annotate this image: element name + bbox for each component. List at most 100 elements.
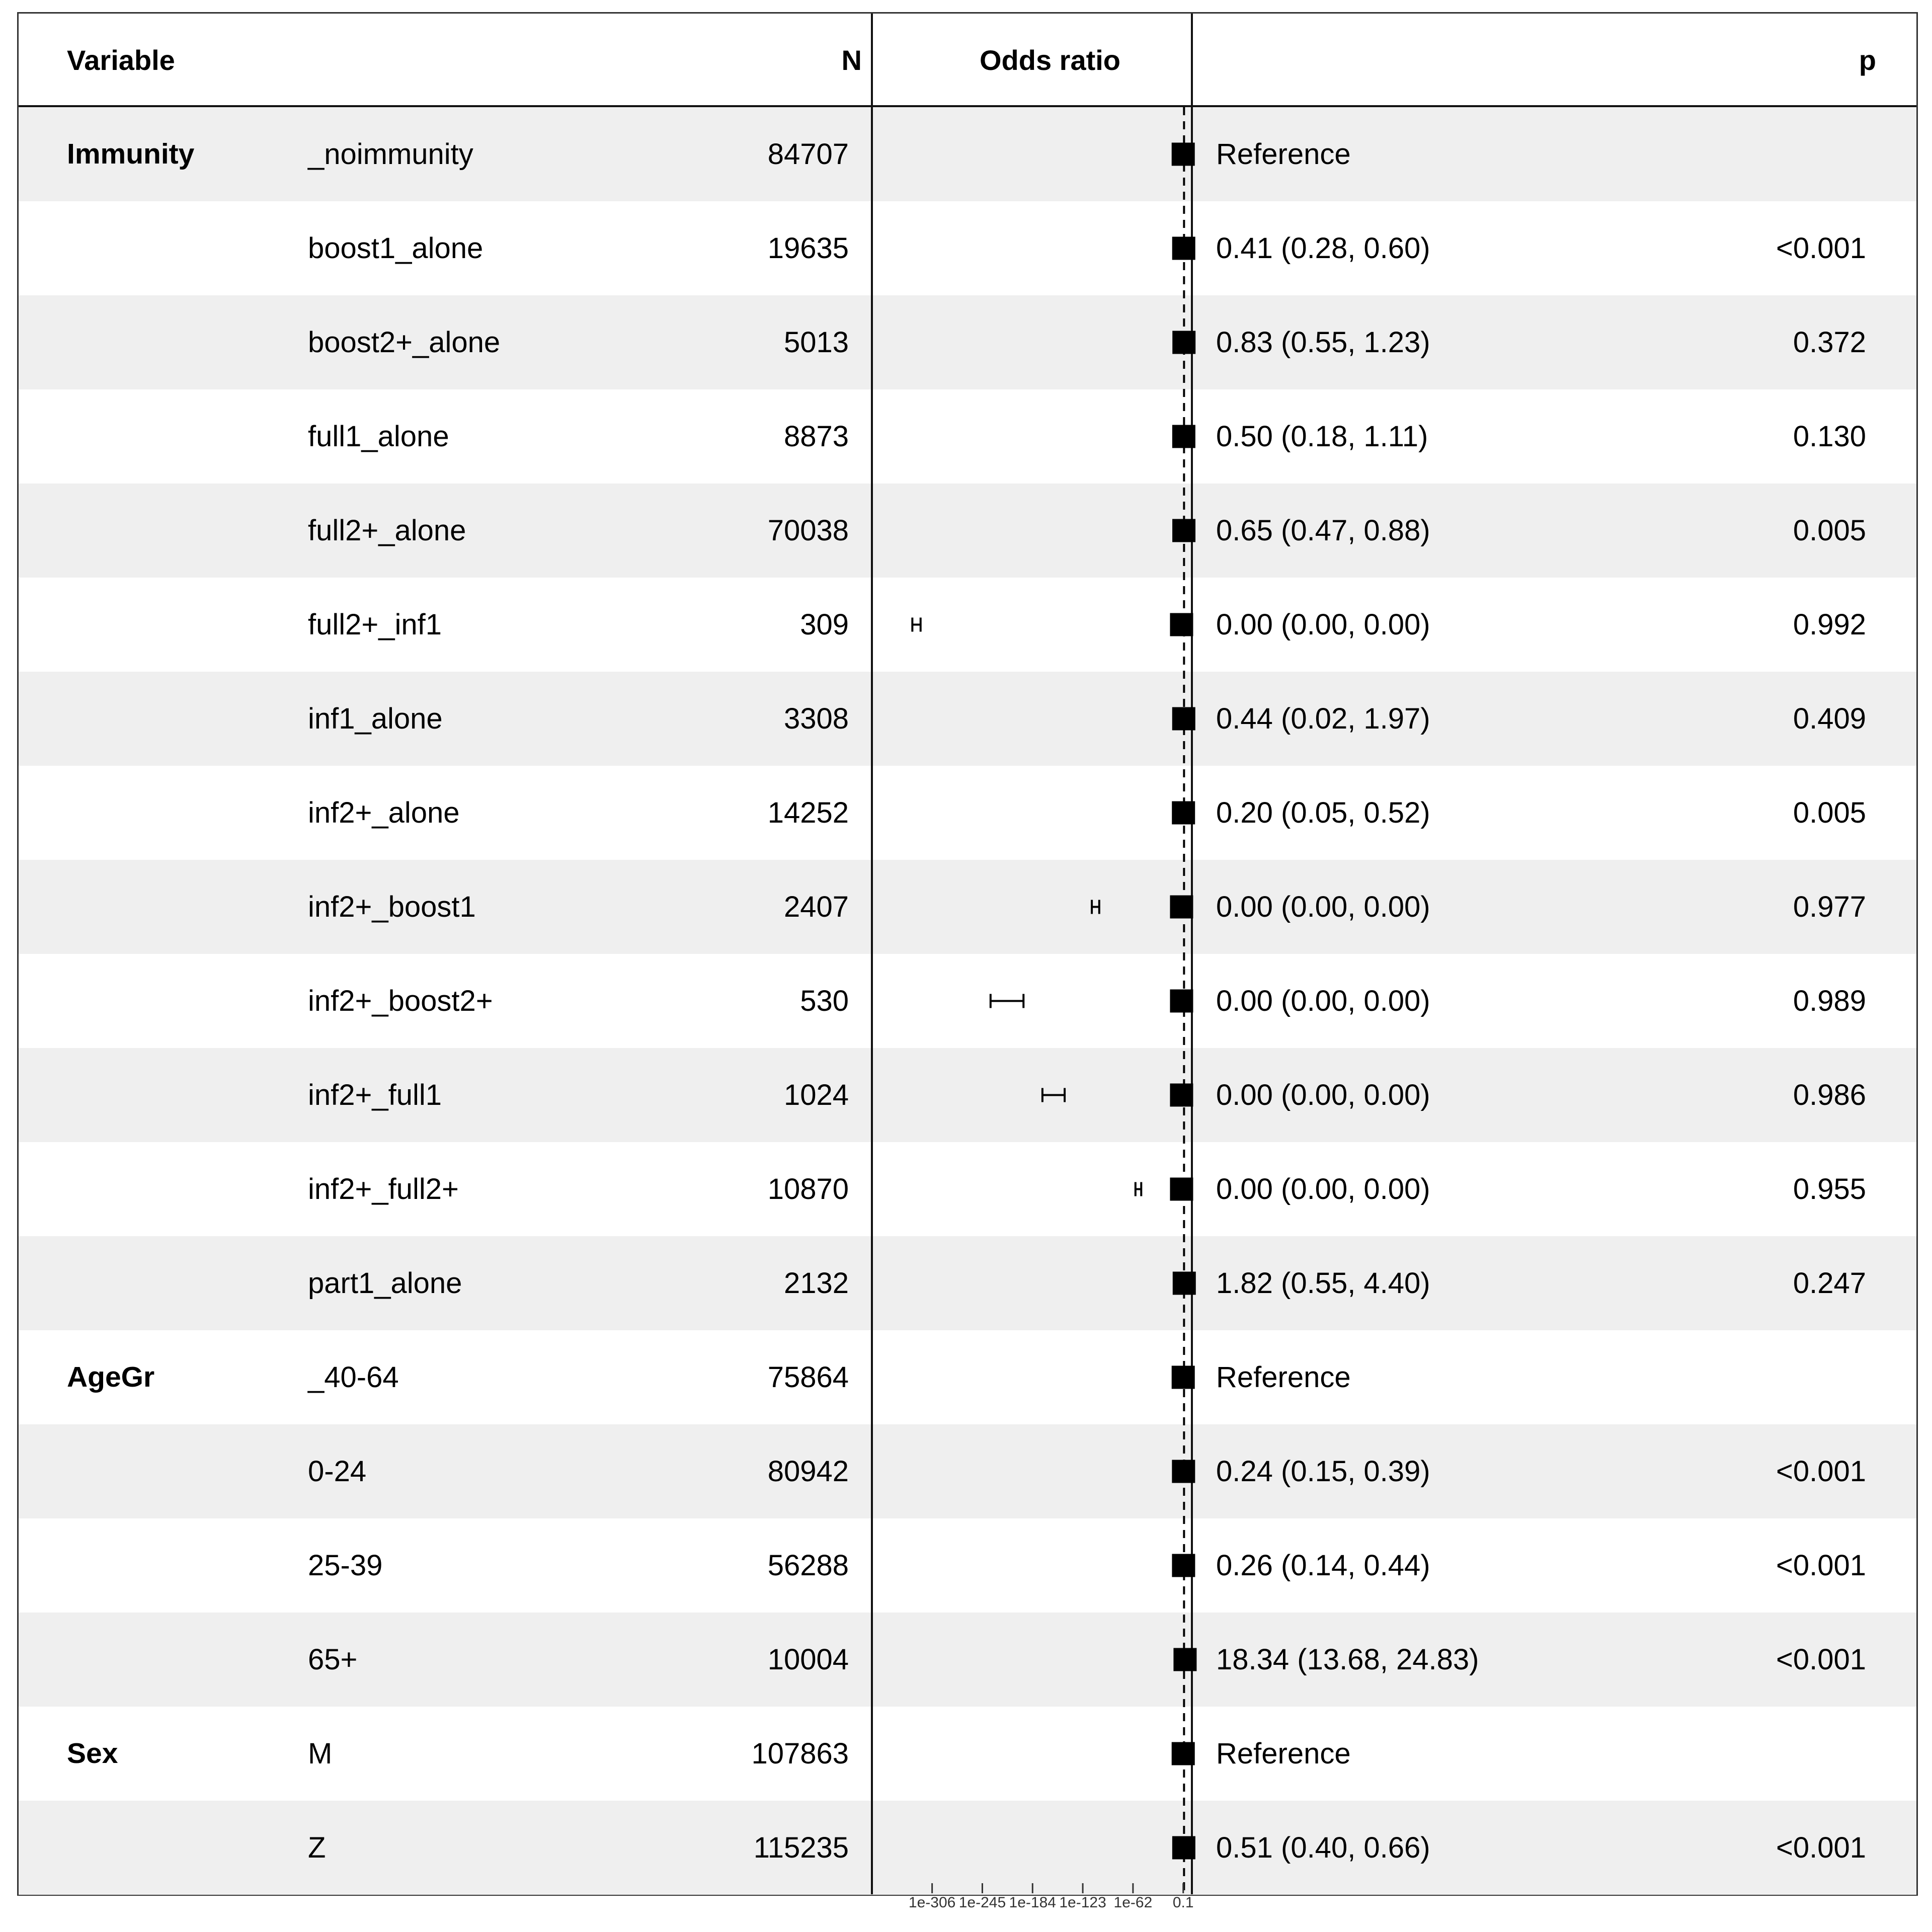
odds-ratio-text: 0.26 (0.14, 0.44) xyxy=(1216,1549,1430,1582)
estimate-marker xyxy=(1172,425,1195,448)
estimate-marker xyxy=(1170,1177,1193,1201)
odds-ratio-text: 0.51 (0.40, 0.66) xyxy=(1216,1831,1430,1864)
odds-ratio-text: 0.20 (0.05, 0.52) xyxy=(1216,796,1430,829)
n-value: 3308 xyxy=(783,702,849,735)
n-value: 2407 xyxy=(783,891,849,923)
table-row: 25-39 56288 0.26 (0.14, 0.44) <0.001 xyxy=(19,1518,1916,1613)
n-value: 309 xyxy=(800,608,849,641)
p-value: 0.130 xyxy=(1793,420,1866,453)
column-divider-left xyxy=(871,14,873,1894)
variable-level: Z xyxy=(308,1831,326,1864)
axis-tick-label: 1e-62 xyxy=(1114,1894,1153,1911)
p-value: 0.372 xyxy=(1793,326,1866,359)
odds-ratio-text: 0.00 (0.00, 0.00) xyxy=(1216,985,1430,1017)
estimate-marker xyxy=(1172,1271,1196,1295)
estimate-marker xyxy=(1172,519,1196,542)
p-value: 0.977 xyxy=(1793,891,1866,923)
column-divider-right xyxy=(1191,14,1193,1894)
odds-ratio-text: 1.82 (0.55, 4.40) xyxy=(1216,1267,1430,1300)
table-row: full2+_alone 70038 0.65 (0.47, 0.88) 0.005 xyxy=(19,484,1916,578)
axis-tick-label: 1e-184 xyxy=(1009,1894,1056,1911)
variable-level: _noimmunity xyxy=(308,138,473,171)
variable-level: inf2+_boost1 xyxy=(308,891,476,923)
variable-level: M xyxy=(308,1737,333,1770)
p-value: <0.001 xyxy=(1776,1455,1866,1488)
header-divider xyxy=(19,105,1916,107)
n-value: 56288 xyxy=(767,1549,849,1582)
estimate-marker xyxy=(1172,1460,1195,1483)
estimate-marker xyxy=(1170,1083,1193,1107)
estimate-marker xyxy=(1171,1365,1195,1389)
axis-tick-label: 1e-123 xyxy=(1059,1894,1106,1911)
variable-level: 25-39 xyxy=(308,1549,383,1582)
p-value: <0.001 xyxy=(1776,1831,1866,1864)
axis-tick-label: 1e-245 xyxy=(959,1894,1006,1911)
p-value: <0.001 xyxy=(1776,232,1866,265)
header-odds-ratio: Odds ratio xyxy=(979,44,1121,76)
n-value: 5013 xyxy=(783,326,849,359)
odds-ratio-text: 0.65 (0.47, 0.88) xyxy=(1216,514,1430,547)
n-value: 115235 xyxy=(753,1831,849,1864)
table-row: boost1_alone 19635 0.41 (0.28, 0.60) <0.001 xyxy=(19,201,1916,295)
variable-level: full1_alone xyxy=(308,420,449,453)
p-value: 0.247 xyxy=(1793,1267,1866,1300)
variable-level: full2+_alone xyxy=(308,514,466,547)
p-value: 0.005 xyxy=(1793,514,1866,547)
axis-tick-label: 0.1 xyxy=(1173,1894,1194,1911)
table-row: inf2+_boost1 2407 0.00 (0.00, 0.00) 0.977 xyxy=(19,860,1916,954)
axis-tick-label: 1e-306 xyxy=(909,1894,955,1911)
n-value: 84707 xyxy=(767,138,849,171)
estimate-marker xyxy=(1172,331,1196,354)
odds-ratio-text: 0.41 (0.28, 0.60) xyxy=(1216,232,1430,265)
p-value: 0.955 xyxy=(1793,1173,1866,1205)
n-value: 8873 xyxy=(783,420,849,453)
estimate-marker xyxy=(1171,142,1195,166)
variable-level: boost1_alone xyxy=(308,232,484,265)
table-row: inf2+_boost2+ 530 0.00 (0.00, 0.00) 0.989 xyxy=(19,954,1916,1048)
n-value: 14252 xyxy=(767,796,849,829)
estimate-marker xyxy=(1172,236,1195,260)
variable-group: Sex xyxy=(67,1737,118,1769)
p-value: 0.005 xyxy=(1793,796,1866,829)
variable-level: inf2+_alone xyxy=(308,796,460,829)
n-value: 75864 xyxy=(767,1361,849,1394)
variable-level: _40-64 xyxy=(308,1361,399,1394)
variable-level: 65+ xyxy=(308,1643,358,1676)
table-row: Sex M 107863 Reference xyxy=(19,1707,1916,1801)
estimate-marker xyxy=(1171,1742,1195,1765)
n-value: 80942 xyxy=(767,1455,849,1488)
estimate-marker xyxy=(1170,613,1193,636)
odds-ratio-text: Reference xyxy=(1216,138,1351,171)
odds-ratio-text: 18.34 (13.68, 24.83) xyxy=(1216,1643,1479,1676)
n-value: 1024 xyxy=(783,1079,849,1111)
table-row: inf2+_full1 1024 0.00 (0.00, 0.00) 0.986 xyxy=(19,1048,1916,1142)
odds-ratio-text: Reference xyxy=(1216,1361,1351,1394)
odds-ratio-text: 0.00 (0.00, 0.00) xyxy=(1216,1173,1430,1205)
p-value: 0.989 xyxy=(1793,985,1866,1017)
n-value: 10004 xyxy=(767,1643,849,1676)
n-value: 10870 xyxy=(767,1173,849,1205)
n-value: 530 xyxy=(800,985,849,1017)
variable-level: inf2+_boost2+ xyxy=(308,985,493,1017)
estimate-marker xyxy=(1173,1648,1197,1671)
odds-ratio-text: Reference xyxy=(1216,1737,1351,1770)
variable-level: inf2+_full2+ xyxy=(308,1173,459,1205)
odds-ratio-text: 0.44 (0.02, 1.97) xyxy=(1216,702,1430,735)
table-row: Immunity _noimmunity 84707 Reference xyxy=(19,107,1916,201)
p-value: 0.992 xyxy=(1793,608,1866,641)
header-variable: Variable xyxy=(67,44,175,76)
odds-ratio-text: 0.50 (0.18, 1.11) xyxy=(1216,420,1428,453)
p-value: <0.001 xyxy=(1776,1549,1866,1582)
odds-ratio-text: 0.00 (0.00, 0.00) xyxy=(1216,1079,1430,1111)
estimate-marker xyxy=(1172,1554,1195,1577)
n-value: 107863 xyxy=(751,1737,849,1770)
estimate-marker xyxy=(1170,895,1193,919)
table-row: inf2+_alone 14252 0.20 (0.05, 0.52) 0.005 xyxy=(19,766,1916,860)
table-row: inf1_alone 3308 0.44 (0.02, 1.97) 0.409 xyxy=(19,672,1916,766)
table-row: full2+_inf1 309 0.00 (0.00, 0.00) 0.992 xyxy=(19,578,1916,672)
header-p: p xyxy=(1859,44,1876,76)
n-value: 19635 xyxy=(767,232,849,265)
n-value: 2132 xyxy=(783,1267,849,1300)
p-value: 0.986 xyxy=(1793,1079,1866,1111)
table-row: 0-24 80942 0.24 (0.15, 0.39) <0.001 xyxy=(19,1424,1916,1518)
